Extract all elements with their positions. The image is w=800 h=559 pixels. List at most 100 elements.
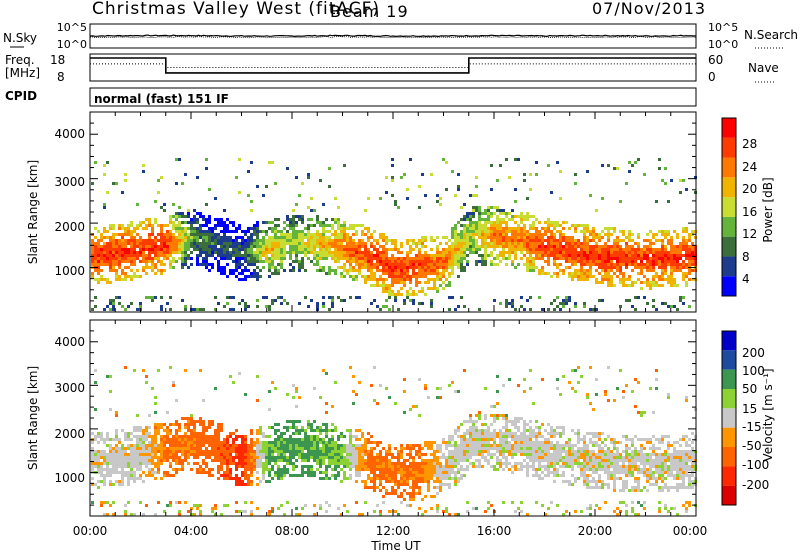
power-cell (337, 257, 340, 260)
power-cell (406, 251, 409, 254)
power-cell (169, 260, 172, 263)
power-cell (124, 242, 127, 245)
velocity-cell (136, 441, 139, 444)
power-cell (565, 221, 568, 224)
velocity-cell (238, 444, 241, 447)
power-cell (385, 284, 388, 287)
velocity-cell (190, 420, 193, 423)
velocity-cell (307, 465, 310, 468)
power-cell (298, 245, 301, 248)
velocity-cell (190, 435, 193, 438)
velocity-cell (229, 444, 232, 447)
power-cell (304, 227, 307, 230)
power-cell (241, 272, 244, 275)
power-cell (580, 224, 583, 227)
power-cell (109, 227, 112, 230)
velocity-cell (133, 456, 136, 459)
power-cell (175, 215, 178, 218)
velocity-cell (268, 474, 271, 477)
velocity-cell (412, 456, 415, 459)
velocity-cell (109, 456, 112, 459)
velocity-cell (355, 393, 358, 396)
velocity-cell (124, 432, 127, 435)
power-cell (358, 224, 361, 227)
power-cell (340, 227, 343, 230)
power-cell (115, 260, 118, 263)
velocity-cell (256, 444, 259, 447)
velocity-cell (193, 426, 196, 429)
velocity-cell (391, 453, 394, 456)
power-cell (253, 275, 256, 278)
power-cell (418, 254, 421, 257)
power-cell (457, 251, 460, 254)
velocity-cell (112, 450, 115, 453)
power-cell (466, 263, 469, 266)
velocity-cell (424, 444, 427, 447)
power-cell (616, 167, 619, 170)
velocity-cell (277, 474, 280, 477)
power-cell (250, 227, 253, 230)
power-cell (373, 245, 376, 248)
velocity-cell (421, 477, 424, 480)
power-cell (448, 260, 451, 263)
power-cell (547, 224, 550, 227)
power-cell (682, 239, 685, 242)
power-cell (631, 281, 634, 284)
power-cell (481, 254, 484, 257)
power-cell (418, 248, 421, 251)
power-cell (184, 236, 187, 239)
velocity-cell (187, 510, 190, 513)
power-cell (505, 233, 508, 236)
power-cell (565, 251, 568, 254)
power-cell (553, 254, 556, 257)
velocity-cell (346, 510, 349, 513)
velocity-cell (103, 501, 106, 504)
power-cell (598, 263, 601, 266)
power-cell (526, 248, 529, 251)
power-cell (577, 269, 580, 272)
power-cell (259, 242, 262, 245)
velocity-cell (139, 444, 142, 447)
velocity-cell (118, 456, 121, 459)
velocity-cell (367, 456, 370, 459)
velocity-cell (106, 474, 109, 477)
velocity-cell (205, 429, 208, 432)
velocity-cell (358, 462, 361, 465)
power-cell (619, 230, 622, 233)
power-cell (409, 278, 412, 281)
power-cell (676, 308, 679, 311)
velocity-cell (373, 486, 376, 489)
power-cell (367, 230, 370, 233)
velocity-cell (178, 456, 181, 459)
power-cell (592, 275, 595, 278)
power-cell (439, 278, 442, 281)
velocity-cell (436, 510, 439, 513)
power-cell (529, 233, 532, 236)
power-cell (331, 305, 334, 308)
velocity-cell (142, 444, 145, 447)
power-cell (418, 269, 421, 272)
velocity-cell (379, 456, 382, 459)
velocity-cell (172, 423, 175, 426)
power-cell (388, 257, 391, 260)
power-cell (400, 242, 403, 245)
velocity-cell (355, 450, 358, 453)
power-cell (238, 227, 241, 230)
power-cell (658, 167, 661, 170)
power-cell (445, 242, 448, 245)
velocity-cell (250, 468, 253, 471)
power-cell (160, 254, 163, 257)
power-cell (184, 248, 187, 251)
power-cell (316, 218, 319, 221)
velocity-cell (112, 459, 115, 462)
power-cell (469, 194, 472, 197)
power-cell (316, 236, 319, 239)
power-cell (280, 257, 283, 260)
power-cell (229, 236, 232, 239)
velocity-cell (289, 426, 292, 429)
velocity-cell (382, 477, 385, 480)
velocity-cell (127, 435, 130, 438)
power-cell (667, 278, 670, 281)
velocity-cell (421, 498, 424, 501)
power-cell (385, 236, 388, 239)
